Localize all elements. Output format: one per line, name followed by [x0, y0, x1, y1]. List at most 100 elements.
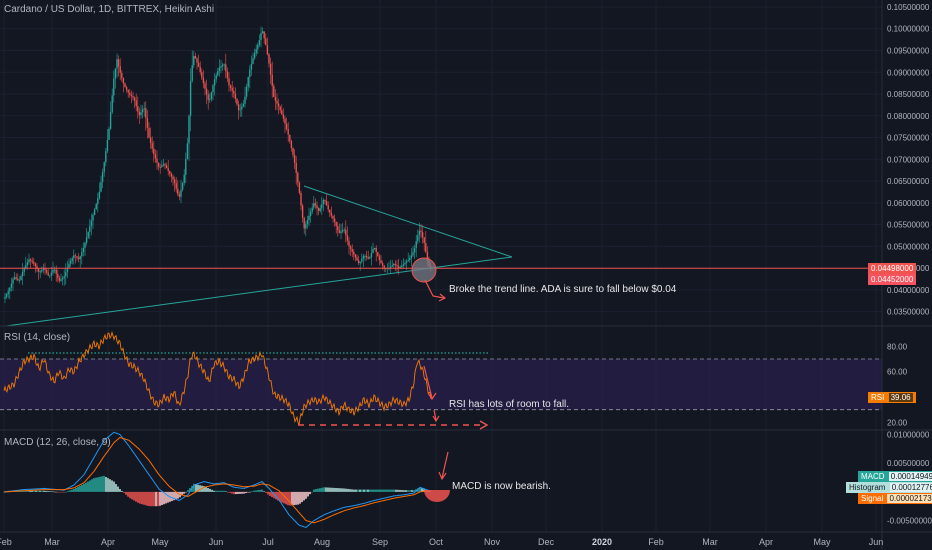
macd-histogram-bar — [247, 491, 249, 493]
candle-body — [4, 296, 6, 299]
candle-body — [285, 123, 288, 130]
candle-body — [322, 200, 325, 205]
candle-body — [421, 232, 424, 238]
candle-body — [119, 66, 121, 73]
macd-histogram-bar — [225, 491, 227, 493]
candle-body — [258, 40, 261, 45]
macd-histogram-bar — [419, 487, 421, 492]
candle-body — [132, 96, 134, 98]
candle-body — [188, 115, 190, 144]
candle-body — [293, 154, 296, 163]
macd-histogram-bar — [41, 490, 43, 492]
macd-histogram-bar — [71, 489, 73, 492]
candle-body — [130, 94, 133, 97]
macd-histogram-bar — [185, 491, 187, 493]
candle-body — [338, 230, 341, 233]
candle-body — [281, 110, 283, 115]
macd-histogram-bar — [339, 488, 341, 492]
x-tick-label: Jul — [262, 537, 274, 547]
candle-body — [113, 78, 115, 96]
y-tick-label: 0.10000000 — [887, 25, 930, 34]
macd-histogram-bar — [337, 488, 339, 492]
candle-body — [121, 72, 123, 79]
candle-body — [397, 266, 400, 268]
macd-histogram-bar — [69, 490, 71, 492]
candle-body — [196, 58, 198, 63]
macd-histogram-bar — [175, 491, 177, 500]
macd-histogram-bar — [3, 491, 5, 493]
candle-body — [185, 159, 187, 175]
macd-pane — [3, 431, 450, 528]
macd-histogram-bar — [257, 490, 259, 492]
macd-histogram-bar — [267, 491, 269, 495]
macd-histogram-bar — [145, 491, 147, 506]
x-tick-label: Feb — [0, 537, 12, 547]
annotation-trend-break: Broke the trend line. ADA is sure to fal… — [449, 284, 677, 295]
rsi-pane — [0, 330, 882, 430]
candle-body — [346, 235, 349, 241]
candle-body — [205, 88, 208, 95]
candle-body — [317, 208, 320, 211]
candle-body — [122, 78, 125, 84]
candle-body — [117, 59, 120, 67]
candle-body — [100, 181, 102, 192]
x-tick-label: Oct — [429, 537, 444, 547]
candle-body — [247, 77, 249, 87]
macd-histogram-bar — [79, 485, 81, 492]
macd-histogram-bar — [139, 491, 141, 504]
rsi-tick-label: 60.00 — [887, 368, 908, 377]
macd-histogram-bar — [187, 490, 189, 492]
rsi-down-arrow-2 — [432, 409, 440, 423]
macd-histogram-bar — [241, 491, 243, 494]
macd-histogram-bar — [183, 491, 185, 494]
candle-body — [209, 99, 211, 101]
macd-histogram-bar — [387, 489, 389, 492]
candle-body — [229, 85, 232, 89]
macd-histogram-bar — [131, 491, 133, 500]
candle-body — [164, 164, 166, 166]
macd-histogram-bar — [309, 491, 311, 495]
macd-histogram-bar — [73, 489, 75, 492]
macd-histogram-bar — [259, 489, 261, 492]
macd-histogram-bar — [321, 487, 323, 492]
macd-histogram-bar — [43, 490, 45, 492]
candle-body — [313, 203, 315, 208]
candle-body — [25, 264, 27, 268]
candle-body — [199, 66, 201, 73]
candle-body — [415, 241, 417, 249]
candle-body — [290, 141, 293, 148]
candle-body — [417, 235, 419, 242]
candle-body — [151, 143, 153, 149]
candle-body — [156, 158, 158, 163]
candle-body — [365, 255, 368, 258]
macd-histogram-bar — [363, 489, 365, 492]
macd-histogram-bar — [409, 490, 411, 492]
macd-histogram-bar — [211, 489, 213, 492]
macd-histogram-bar — [61, 491, 63, 493]
candle-body — [149, 137, 152, 144]
macd-histogram-bar — [25, 490, 27, 492]
macd-histogram-bar — [23, 490, 25, 492]
candle-body — [287, 129, 289, 135]
macd-down-arrow — [438, 451, 449, 481]
macd-histogram-bar — [157, 491, 159, 507]
x-tick-label: Apr — [101, 537, 115, 547]
candle-body — [12, 279, 14, 284]
macd-histogram-bar — [149, 491, 151, 507]
overlays — [0, 185, 882, 327]
candle-body — [370, 253, 373, 258]
y-tick-label: 0.03500000 — [887, 308, 930, 317]
candle-body — [23, 267, 25, 272]
candle-body — [148, 127, 150, 138]
candle-body — [298, 182, 301, 193]
candle-body — [289, 134, 291, 142]
macd-histogram-bar — [221, 490, 223, 492]
candle-body — [77, 257, 80, 260]
macd-histogram-bar — [423, 489, 425, 492]
candle-body — [345, 229, 347, 236]
macd-legend-histogram-value: 0.00012776 — [889, 483, 932, 492]
candle-body — [41, 270, 43, 272]
candle-body — [90, 220, 93, 227]
candle-body — [303, 217, 305, 229]
